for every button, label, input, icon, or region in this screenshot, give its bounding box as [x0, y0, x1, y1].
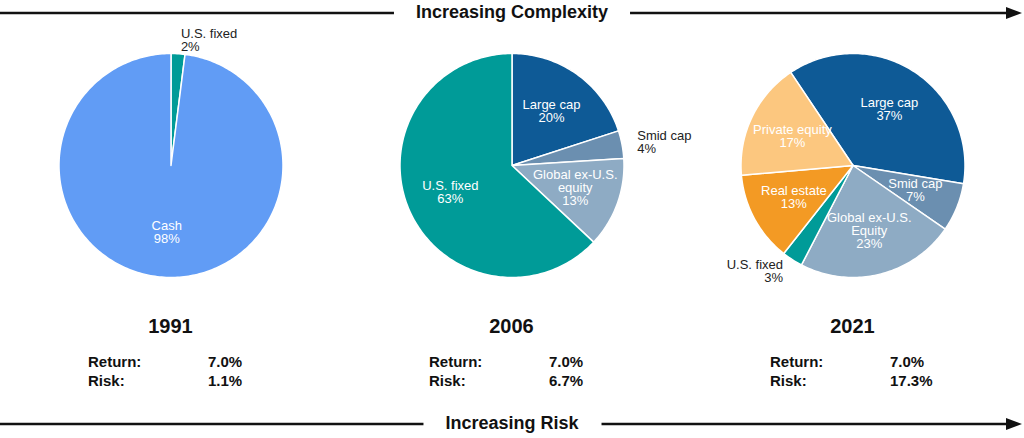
html-text:6.7%: 6.7% [549, 372, 584, 389]
svg-text:U.S. fixed2%: U.S. fixed2% [181, 26, 237, 54]
html-text:Return:: Return: [429, 353, 483, 370]
html-text:Risk:: Risk: [429, 372, 466, 389]
html-text:Return:: Return: [88, 353, 142, 370]
svg-text:Increasing Complexity: Increasing Complexity [416, 2, 608, 22]
html-text:7.0%: 7.0% [890, 353, 925, 370]
svg-text:Private equity17%: Private equity17% [753, 122, 832, 150]
svg-text:U.S. fixed63%: U.S. fixed63% [422, 178, 478, 206]
svg-text:Global ex-U.S.equity13%: Global ex-U.S.equity13% [533, 167, 618, 208]
svg-text:Increasing Risk: Increasing Risk [445, 413, 579, 433]
svg-text:Large cap20%: Large cap20% [523, 97, 581, 125]
html-text:17.3%: 17.3% [890, 372, 933, 389]
html-text:7.0%: 7.0% [549, 353, 584, 370]
svg-text:Cash98%: Cash98% [152, 218, 182, 246]
svg-text:Large cap37%: Large cap37% [860, 95, 918, 123]
svg-text:Smid cap4%: Smid cap4% [637, 128, 691, 156]
svg-text:Smid cap7%: Smid cap7% [888, 176, 942, 204]
html-text:Return:: Return: [770, 353, 824, 370]
html-text:Risk:: Risk: [88, 372, 125, 389]
html-text:2021: 2021 [830, 315, 875, 337]
html-text:1.1%: 1.1% [208, 372, 243, 389]
svg-text:U.S. fixed3%: U.S. fixed3% [727, 257, 784, 285]
html-text:7.0%: 7.0% [208, 353, 243, 370]
svg-text:Real estate13%: Real estate13% [761, 183, 827, 211]
svg-text:Global ex-U.S.Equity23%: Global ex-U.S.Equity23% [827, 210, 912, 251]
html-text:1991: 1991 [148, 315, 193, 337]
html-text:2006: 2006 [489, 315, 534, 337]
html-text:Risk:: Risk: [770, 372, 807, 389]
